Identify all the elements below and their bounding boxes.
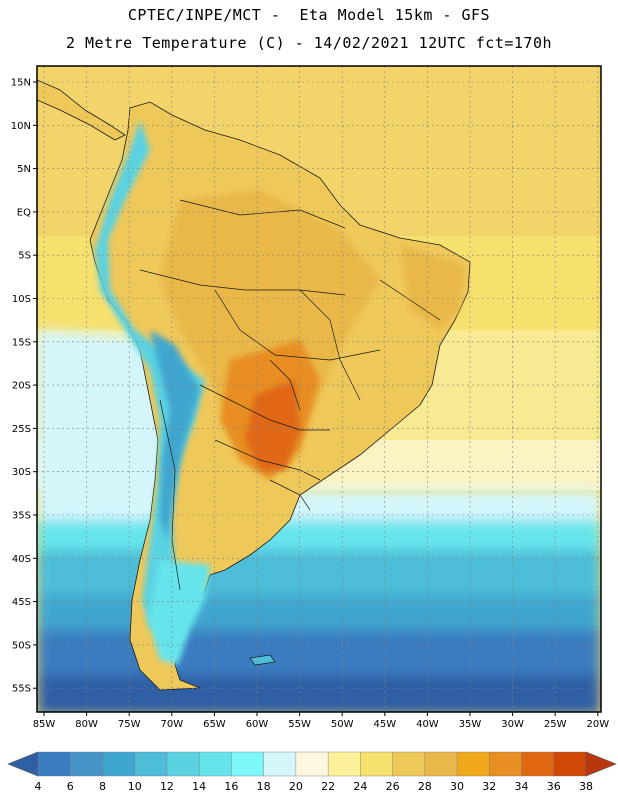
colorbar-swatch [263, 751, 297, 777]
lon-tick-label: 50W [331, 719, 354, 730]
lat-tick-label: 45S [12, 597, 31, 608]
colorbar-value-label: 22 [321, 780, 336, 793]
colorbar-swatch [424, 751, 458, 777]
lon-tick-label: 70W [160, 719, 183, 730]
graticule [33, 66, 601, 716]
colorbar-swatch [327, 751, 361, 777]
colorbar-value-label: 10 [127, 780, 142, 793]
lon-tick-label: 30W [501, 719, 524, 730]
lat-tick-label: 10S [12, 294, 31, 305]
colorbar-swatch [521, 751, 555, 777]
lat-tick-label: 35S [12, 511, 31, 522]
lon-tick-label: 45W [373, 719, 396, 730]
lat-tick-label: 30S [12, 467, 31, 478]
colorbar-swatch [166, 751, 200, 777]
map-frame [36, 65, 602, 713]
colorbar-value-label: 28 [417, 780, 432, 793]
country-borders [139, 199, 441, 591]
colorbar-swatch [198, 751, 232, 777]
colorbar-value-label: 32 [482, 780, 497, 793]
lat-tick-label: 55S [12, 684, 31, 695]
lat-tick-label: 40S [12, 554, 31, 565]
lon-tick-label: 20W [586, 719, 609, 730]
falkland-islands [249, 654, 276, 666]
lon-tick-label: 40W [416, 719, 439, 730]
lon-tick-label: 60W [246, 719, 269, 730]
colorbar-swatch [37, 751, 71, 777]
lat-tick-label: EQ [17, 207, 31, 218]
map-title-line2: 2 Metre Temperature (C) - 14/02/2021 12U… [65, 34, 553, 52]
lon-tick-label: 25W [544, 719, 567, 730]
colorbar-high-arrow [585, 751, 617, 777]
colorbar-value-label: 12 [159, 780, 174, 793]
colorbar-swatch [231, 751, 265, 777]
colorbar-swatch [102, 751, 136, 777]
latitude-labels: 15N 10N 5N EQ 5S 10S 15S 20S 25S 30S 35S 40S 45S 50S 5… [11, 78, 31, 695]
temperature-colorbar [7, 751, 617, 777]
colorbar-swatch [70, 751, 103, 777]
colorbar-swatch [295, 751, 329, 777]
lat-tick-label: 10N [11, 121, 31, 132]
lat-tick-label: 25S [12, 424, 31, 435]
colorbar-value-label: 26 [385, 780, 400, 793]
colorbar-low-arrow [7, 751, 39, 777]
colorbar-value-label: 16 [224, 780, 239, 793]
lat-tick-label: 15N [11, 78, 31, 89]
colorbar-value-label: 34 [514, 780, 529, 793]
colorbar-value-label: 38 [579, 780, 593, 793]
colorbar-value-label: 4 [34, 780, 42, 793]
colorbar-value-label: 6 [66, 780, 74, 793]
lon-tick-label: 35W [459, 719, 482, 730]
longitude-labels: 85W 80W 75W 70W 65W 60W 55W 50W 45W 40W 35W 30W 25W 2… [33, 719, 610, 730]
colorbar-swatch [553, 751, 587, 777]
lon-tick-label: 75W [118, 719, 141, 730]
colorbar-value-label: 8 [98, 780, 106, 793]
colorbar-swatch [360, 751, 394, 777]
lon-tick-label: 85W [33, 719, 56, 730]
colorbar-swatch [489, 751, 523, 777]
colorbar-value-label: 18 [256, 780, 271, 793]
lon-tick-label: 65W [203, 719, 226, 730]
lon-tick-label: 80W [75, 719, 98, 730]
colorbar-value-label: 24 [353, 780, 368, 793]
temperature-field [37, 66, 601, 712]
colorbar-swatch [456, 751, 490, 777]
lon-tick-label: 55W [288, 719, 311, 730]
southern-ocean-bands [37, 330, 601, 712]
lat-tick-label: 20S [12, 381, 31, 392]
lat-tick-label: 5S [18, 251, 31, 262]
colorbar-value-label: 30 [450, 780, 465, 793]
colorbar-value-label: 36 [546, 780, 561, 793]
lat-tick-label: 5N [17, 164, 31, 175]
map-title-line1: CPTEC/INPE/MCT - Eta Model 15km - GFS [127, 6, 491, 24]
colorbar-swatch [134, 751, 168, 777]
colorbar-value-label: 14 [192, 780, 207, 793]
colorbar-value-label: 20 [288, 780, 303, 793]
south-america-landmass [89, 101, 471, 691]
colorbar-swatch [392, 751, 426, 777]
lat-tick-label: 15S [12, 337, 31, 348]
lat-tick-label: 50S [12, 640, 31, 651]
